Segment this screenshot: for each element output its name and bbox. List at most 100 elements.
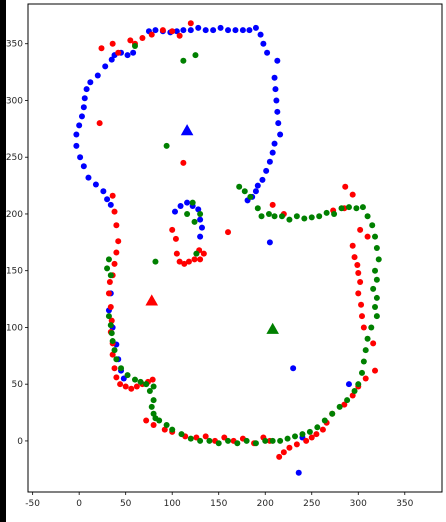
green-point	[178, 431, 185, 438]
green-point	[131, 376, 138, 383]
blue-point	[272, 86, 279, 93]
red-point	[109, 192, 116, 199]
green-point	[269, 437, 276, 444]
blue-point	[94, 72, 101, 79]
blue-point	[81, 95, 88, 102]
blue-point	[277, 131, 284, 138]
x-tick-label: 50	[120, 499, 132, 509]
blue-point	[269, 149, 276, 156]
green-point	[362, 347, 369, 354]
green-point	[353, 205, 360, 212]
green-point	[345, 204, 352, 211]
red-point	[225, 229, 232, 236]
blue-point	[130, 49, 137, 56]
green-point	[150, 410, 157, 417]
blue-point	[187, 27, 194, 34]
blue-point	[210, 27, 217, 34]
red-point	[364, 233, 371, 240]
green-point	[360, 358, 367, 365]
blue-point	[173, 28, 180, 35]
red-point	[109, 351, 116, 358]
red-point	[200, 250, 207, 257]
red-point	[107, 304, 114, 311]
green-point	[105, 313, 112, 320]
green-point	[278, 213, 285, 220]
red-point	[173, 250, 180, 257]
blue-point	[271, 140, 278, 147]
axis-ticks: -50 0 50 100 150 200 250 300 350 0 50 100 150 200 250 3…	[6, 40, 414, 509]
blue-point	[124, 52, 131, 59]
red-point	[362, 375, 369, 382]
red-point	[139, 35, 146, 42]
red-point	[149, 376, 156, 383]
blue-point	[184, 199, 191, 206]
blue-point	[104, 196, 111, 203]
green-point	[372, 304, 379, 311]
red-point	[115, 238, 122, 245]
red-point	[148, 31, 155, 38]
blue-point	[76, 122, 83, 129]
red-point	[127, 37, 134, 44]
blue-point	[73, 131, 80, 138]
green-point	[364, 213, 371, 220]
green-point	[359, 204, 366, 211]
green-point	[277, 437, 284, 444]
red-point	[370, 340, 377, 347]
red-point	[108, 317, 115, 324]
green-point	[163, 422, 170, 429]
green-point	[321, 417, 328, 424]
green-point	[150, 397, 157, 404]
red-point	[303, 437, 310, 444]
blue-point	[246, 27, 253, 34]
blue-point	[78, 113, 85, 120]
red-point	[180, 159, 187, 166]
blue-point	[264, 49, 271, 56]
blue-point	[195, 206, 202, 213]
red-point	[349, 392, 356, 399]
green-point	[373, 294, 380, 301]
green-point	[184, 210, 191, 217]
blue-point	[225, 27, 232, 34]
green-point	[163, 142, 170, 149]
green-point	[192, 52, 199, 59]
green-point	[292, 433, 299, 440]
blue-point	[252, 188, 259, 195]
red-point	[169, 28, 176, 35]
blue-point	[171, 208, 178, 215]
red-point	[197, 256, 204, 263]
red-point	[313, 431, 320, 438]
green-triangle-marker	[266, 322, 279, 334]
green-point	[113, 356, 120, 363]
green-point	[368, 324, 375, 331]
blue-point	[345, 381, 352, 388]
blue-point	[273, 97, 280, 104]
plot-frame	[27, 3, 443, 493]
green-point	[152, 415, 159, 422]
green-point	[306, 428, 313, 435]
green-point	[193, 250, 200, 257]
blue-point	[197, 216, 204, 223]
x-tick-label: -50	[25, 499, 40, 509]
green-point	[146, 387, 153, 394]
blue-point	[107, 201, 114, 208]
blue-point	[295, 469, 302, 476]
blue-point	[239, 27, 246, 34]
blue-point	[87, 79, 94, 86]
y-tick-label: 200	[6, 210, 23, 220]
green-point	[197, 210, 204, 217]
red-point	[181, 260, 188, 267]
blue-point	[85, 174, 92, 181]
blue-point	[80, 163, 87, 170]
blue-point	[108, 56, 115, 63]
green-point	[271, 213, 278, 220]
green-point	[215, 440, 222, 447]
red-point	[128, 385, 135, 392]
red-point	[176, 32, 183, 39]
red-point	[308, 434, 315, 441]
green-point	[351, 387, 358, 394]
green-point	[370, 285, 377, 292]
red-point	[358, 313, 365, 320]
x-tick-label: 150	[210, 499, 227, 509]
red-point	[111, 365, 118, 372]
red-point	[150, 422, 157, 429]
